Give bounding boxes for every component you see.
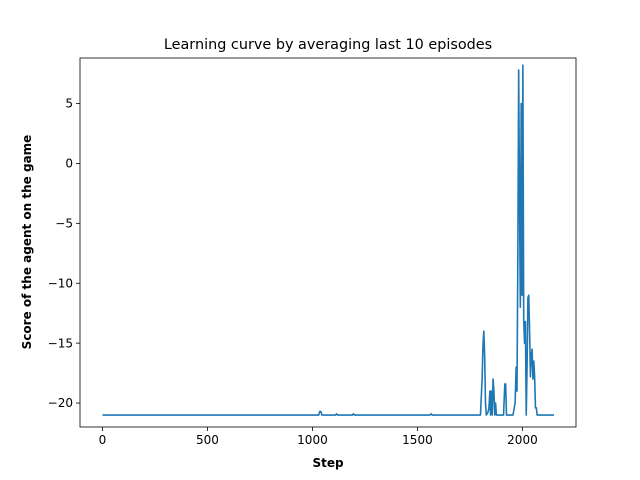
x-axis-label: Step xyxy=(312,456,344,470)
y-tick-label: −10 xyxy=(48,276,73,290)
x-axis: 0 500 1000 1500 2000 xyxy=(99,427,538,447)
chart-title: Learning curve by averaging last 10 epis… xyxy=(164,37,492,53)
plot-frame xyxy=(80,58,576,427)
x-tick-label: 0 xyxy=(99,433,107,447)
y-tick-label: −20 xyxy=(48,396,73,410)
y-tick-label: 5 xyxy=(65,97,73,111)
x-tick-label: 1000 xyxy=(297,433,328,447)
y-axis-label: Score of the agent on the game xyxy=(20,135,34,350)
x-tick-label: 2000 xyxy=(507,433,538,447)
series-line-0 xyxy=(102,65,553,415)
y-tick-label: 0 xyxy=(65,157,73,171)
x-tick-label: 1500 xyxy=(402,433,433,447)
plot-area xyxy=(80,58,576,427)
y-tick-label: −5 xyxy=(55,217,73,231)
y-tick-label: −15 xyxy=(48,336,73,350)
y-axis: −20 −15 −10 −5 0 5 xyxy=(48,97,80,411)
x-tick-label: 500 xyxy=(196,433,219,447)
